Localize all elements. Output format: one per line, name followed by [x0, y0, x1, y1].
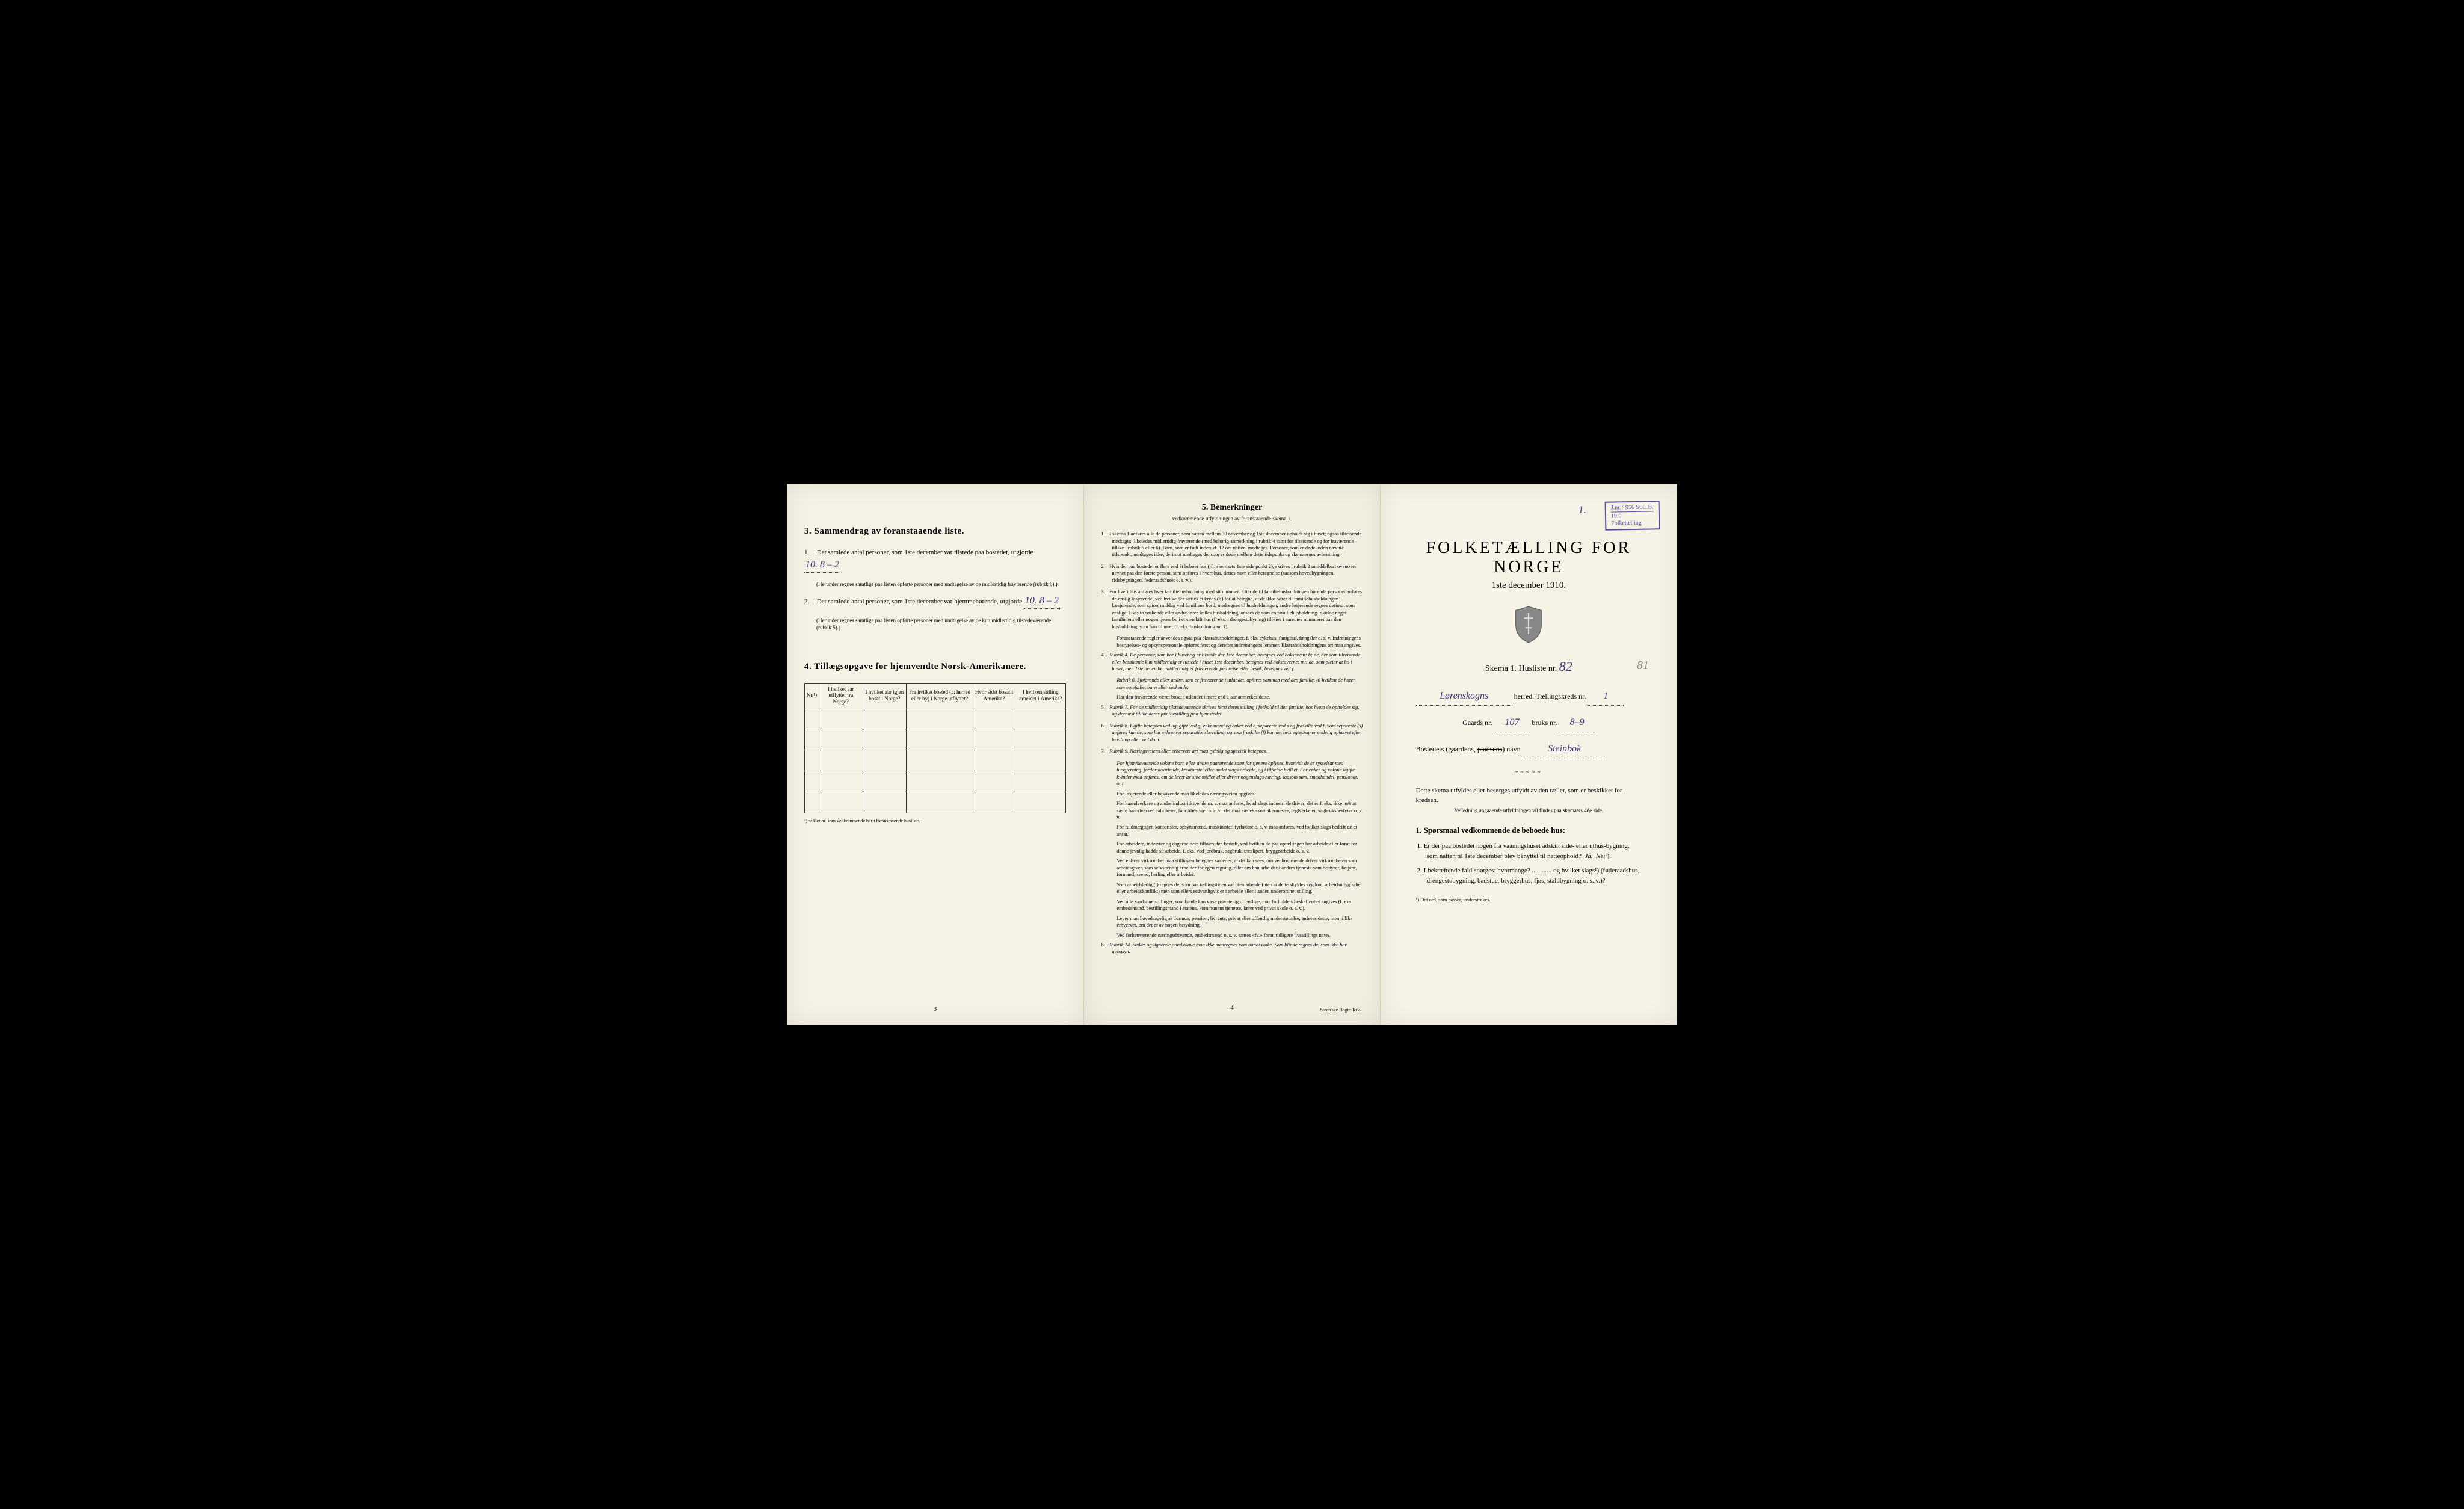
question-1: 1. Det samlede antal personer, som 1ste …: [804, 548, 1066, 573]
ornament-divider: ~~~~~: [1398, 769, 1660, 776]
page-3-summary: 3. Sammendrag av foranstaaende liste. 1.…: [787, 484, 1083, 1025]
table-row: [805, 729, 1066, 750]
table-row: [805, 750, 1066, 771]
q2-note: (Herunder regnes samtlige paa listen opf…: [816, 617, 1066, 631]
main-date: 1ste december 1910.: [1398, 581, 1660, 591]
remark-sub: Ved enhver virksomhet maa stillingen bet…: [1101, 857, 1363, 878]
main-title: FOLKETÆLLING FOR NORGE: [1398, 538, 1660, 577]
husliste-nr: 82: [1559, 659, 1572, 674]
remark-item: 4.Rubrik 4. De personer, som bor i huset…: [1101, 652, 1363, 672]
q1-handwritten-value: 10. 8 – 2: [804, 558, 840, 573]
section-3-title: 3. Sammendrag av foranstaaende liste.: [804, 526, 1066, 537]
section-4-title: 4. Tillægsopgave for hjemvendte Norsk-Am…: [804, 662, 1066, 672]
stamp-line: J.nr. ᶜ 956 St.C.B.: [1611, 504, 1654, 511]
hand-mark-1: 1.: [1578, 504, 1586, 516]
remark-sub: Som arbeidsledig (l) regnes de, som paa …: [1101, 881, 1363, 895]
stamp-line: 19.0: [1611, 511, 1654, 520]
remark-sub: Ved forhenværende næringsdrivende, embed…: [1101, 932, 1363, 939]
page-4-remarks: 5. Bemerkninger vedkommende utfyldningen…: [1083, 484, 1380, 1025]
herred-value: Lørenskogns: [1416, 688, 1512, 706]
q1-note: (Herunder regnes samtlige paa listen opf…: [816, 581, 1066, 588]
archive-stamp: J.nr. ᶜ 956 St.C.B. 19.0 Folketælling: [1605, 501, 1660, 531]
remarks-subtitle: vedkommende utfyldningen av foranstaaend…: [1101, 515, 1363, 522]
remark-item: 6.Rubrik 8. Ugifte betegnes ved ug, gift…: [1101, 723, 1363, 743]
sporsmaal-title: 1. Spørsmaal vedkommende de beboede hus:: [1416, 825, 1642, 835]
bruk-nr: 8–9: [1559, 714, 1595, 732]
remark-item: 1.I skema 1 anføres alle de personer, so…: [1101, 531, 1363, 558]
page-1-cover: 1. J.nr. ᶜ 956 St.C.B. 19.0 Folketælling…: [1381, 484, 1677, 1025]
question-2: 2. Det samlede antal personer, som 1ste …: [804, 594, 1066, 609]
census-document: 3. Sammendrag av foranstaaende liste. 1.…: [787, 484, 1677, 1025]
table-row: [805, 792, 1066, 813]
remark-sub: Lever man hovedsagelig av formue, pensio…: [1101, 915, 1363, 929]
coat-of-arms-icon: [1398, 605, 1660, 647]
remark-item: 8.Rubrik 14. Sinker og lignende aandsslø…: [1101, 942, 1363, 955]
remark-sub: Har den fraværende været bosat i utlande…: [1101, 694, 1363, 700]
remark-sub: For losjerende eller besøkende maa likel…: [1101, 791, 1363, 797]
table-row: [805, 771, 1066, 792]
remark-sub: For arbeidere, inderster og dagarbeidere…: [1101, 841, 1363, 854]
gaard-line: Gaards nr. 107 bruks nr. 8–9: [1416, 714, 1642, 732]
kreds-nr: 1: [1588, 688, 1624, 706]
nei-underlined: Nei: [1596, 853, 1605, 860]
th-year-out: I hvilket aar utflyttet fra Norge?: [819, 683, 863, 708]
skema-line: Skema 1. Husliste nr. 82: [1398, 659, 1660, 674]
th-from-place: Fra hvilket bosted (ɔ: herred eller by) …: [907, 683, 973, 708]
remark-item: 2.Hvis der paa bostedet er flere end ét …: [1101, 563, 1363, 584]
bosted-value: Steinbok: [1523, 741, 1607, 759]
table-footnote: ¹) ɔ: Det nr. som vedkommende har i fora…: [804, 818, 1066, 824]
q2-handwritten-value: 10. 8 – 2: [1024, 594, 1060, 609]
remark-item: 7.Rubrik 9. Næringsveiens eller erhervet…: [1101, 748, 1363, 754]
filler-instruction: Dette skema utfyldes eller besørges utfy…: [1416, 786, 1642, 805]
remark-sub: For fuldmægtiger, kontorister, opsynsmæn…: [1101, 824, 1363, 838]
th-america-job: I hvilken stilling arbeidet i Amerika?: [1015, 683, 1066, 708]
emigrant-table: Nr.¹) I hvilket aar utflyttet fra Norge?…: [804, 683, 1066, 813]
herred-line: Lørenskogns herred. Tællingskreds nr. 1: [1416, 688, 1642, 706]
remark-item: 3.For hvert hus anføres hver familiehush…: [1101, 588, 1363, 630]
remark-sub: For hjemmeværende voksne barn eller andr…: [1101, 760, 1363, 788]
remark-sub: Ved alle saadanne stillinger, som baade …: [1101, 898, 1363, 912]
th-america-place: Hvor sidst bosat i Amerika?: [973, 683, 1015, 708]
printer-mark: Steen'ske Bogtr. Kr.a.: [1320, 1007, 1361, 1014]
sporsmaal-1: 1. Er der paa bostedet nogen fra vaaning…: [1427, 841, 1642, 861]
remarks-title: 5. Bemerkninger: [1101, 502, 1363, 514]
bosted-line: Bostedets (gaardens, pladsens) navn Stei…: [1416, 741, 1642, 759]
remark-sub: For haandverkere og andre industridriven…: [1101, 800, 1363, 821]
th-nr: Nr.¹): [805, 683, 819, 708]
sporsmaal-2: 2. I bekræftende fald spørges: hvormange…: [1427, 866, 1642, 886]
page-number: 4: [1230, 1004, 1234, 1013]
remark-sub: Rubrik 6. Sjøfarende eller andre, som er…: [1101, 677, 1363, 691]
remark-sub: Foranstaaende regler anvendes ogsaa paa …: [1101, 635, 1363, 649]
th-year-back: I hvilket aar igjen bosat i Norge?: [863, 683, 907, 708]
stamp-line: Folketælling: [1611, 519, 1654, 527]
pencil-mark-81: 81: [1637, 659, 1649, 673]
remark-item: 5.Rubrik 7. For de midlertidig tilstedev…: [1101, 704, 1363, 718]
table-row: [805, 708, 1066, 729]
footnote: ¹) Det ord, som passer, understrekes.: [1416, 896, 1642, 903]
gaard-nr: 107: [1494, 714, 1530, 732]
filler-instruction-small: Veiledning angaaende utfyldningen vil fi…: [1398, 807, 1660, 813]
page-number: 3: [934, 1005, 937, 1013]
